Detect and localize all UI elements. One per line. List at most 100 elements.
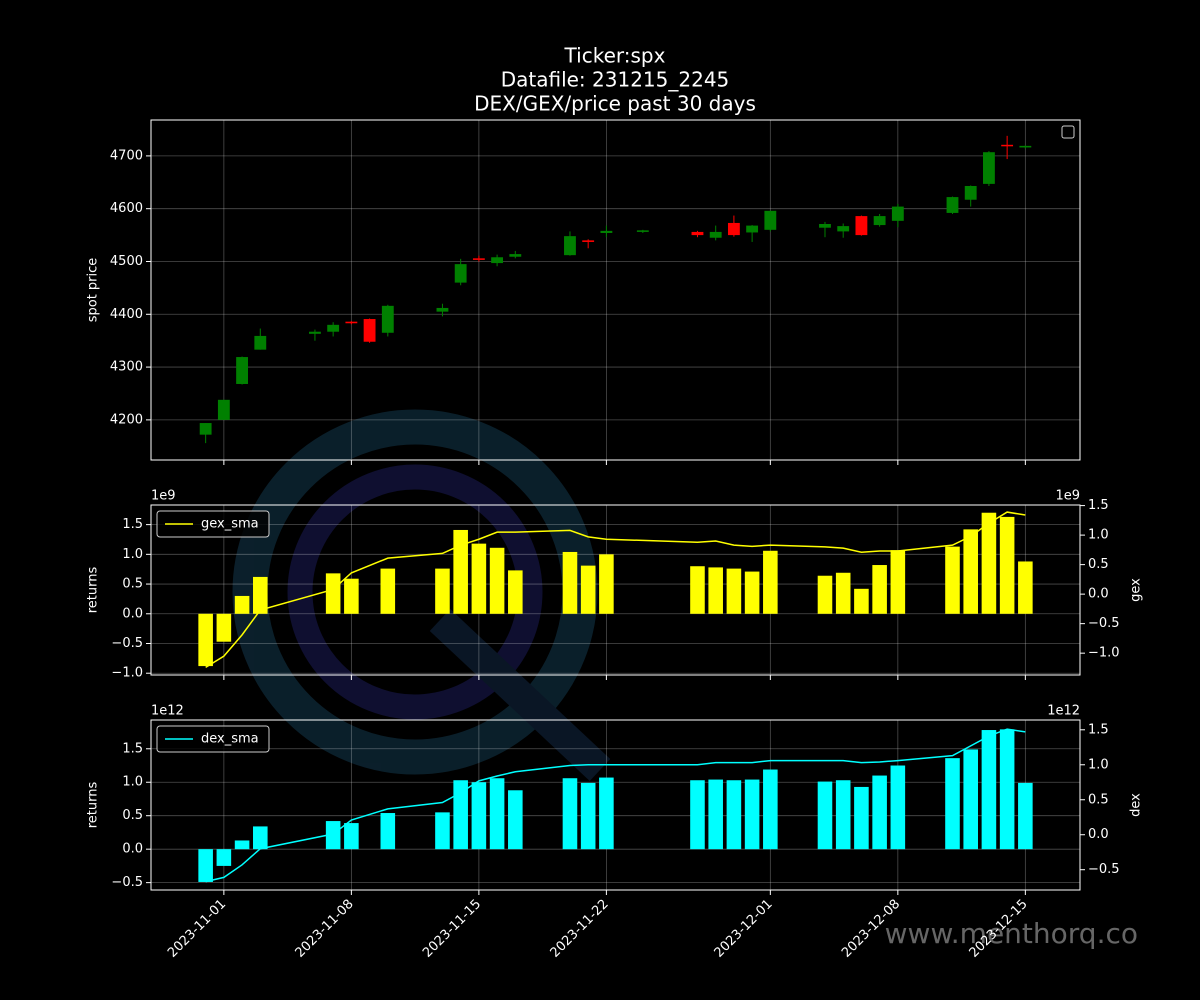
bar xyxy=(380,813,396,850)
y2-tick-label: 1.0 xyxy=(1088,528,1109,543)
candle-body xyxy=(254,335,267,350)
candle-body xyxy=(709,231,722,238)
bar xyxy=(690,780,705,850)
candle-body xyxy=(873,216,886,226)
bar xyxy=(981,512,997,614)
bar xyxy=(253,826,268,850)
y-axis-label: spot price xyxy=(86,258,101,323)
bar xyxy=(508,790,523,850)
bar xyxy=(817,575,833,614)
y-tick-label: −1.0 xyxy=(111,666,143,681)
candle-body xyxy=(345,321,358,324)
bar xyxy=(763,769,778,850)
bar xyxy=(198,613,213,667)
candle-body xyxy=(327,324,340,332)
y2-axis-label: gex xyxy=(1129,578,1144,602)
candle-body xyxy=(236,357,248,384)
y-tick-label: 0.0 xyxy=(122,606,143,621)
bar xyxy=(344,578,359,614)
y-tick-label: 4600 xyxy=(110,201,143,216)
plot-frame xyxy=(150,719,1081,891)
candle-body xyxy=(891,206,904,221)
watermark-text: www.menthorq.co xyxy=(885,917,1138,950)
y-tick-label: 1.0 xyxy=(122,775,143,790)
bar xyxy=(835,780,851,850)
bar xyxy=(580,565,596,614)
x-tick-label: 2023-12-01 xyxy=(712,897,776,961)
bar xyxy=(562,551,578,614)
bar xyxy=(945,758,960,850)
bar xyxy=(234,840,250,850)
bar xyxy=(744,571,760,614)
candle-body xyxy=(764,210,777,230)
y-tick-label: −0.5 xyxy=(111,875,143,890)
y2-tick-label: 0.0 xyxy=(1088,587,1109,602)
candle-body xyxy=(381,305,394,333)
candle-body xyxy=(600,230,613,233)
watermark-logo xyxy=(232,409,611,781)
y-tick-label: 4500 xyxy=(110,254,143,269)
bar xyxy=(435,568,450,614)
y-tick-label: 4300 xyxy=(110,360,143,375)
candle-body xyxy=(855,216,868,236)
legend-label: dex_sma xyxy=(201,732,259,747)
bar xyxy=(963,749,978,850)
candle-body xyxy=(983,152,995,184)
candle-body xyxy=(363,319,376,342)
candle-body xyxy=(727,222,740,236)
bar xyxy=(999,729,1015,850)
bar xyxy=(890,550,906,614)
x-tick-label: 2023-11-15 xyxy=(420,897,484,961)
bar xyxy=(599,554,614,614)
bar xyxy=(999,516,1015,614)
candle-body xyxy=(582,240,595,242)
bar xyxy=(1018,782,1033,850)
bar xyxy=(945,546,960,614)
bar xyxy=(890,765,906,850)
bar xyxy=(325,821,341,850)
bar xyxy=(744,779,760,850)
plot-frame xyxy=(150,119,1081,461)
bar xyxy=(963,529,978,614)
bar xyxy=(435,812,450,850)
x-tick-label: 2023-11-08 xyxy=(293,897,357,961)
bar xyxy=(872,565,887,614)
y-tick-label: 0.0 xyxy=(122,842,143,857)
bar xyxy=(325,573,341,614)
x-tick-label: 2023-11-22 xyxy=(548,897,612,961)
bar xyxy=(508,570,523,614)
y-tick-label: 4200 xyxy=(110,412,143,427)
bar xyxy=(854,786,869,850)
candle-body xyxy=(509,254,522,257)
y2-offset: 1e12 xyxy=(1047,704,1080,719)
candle-body xyxy=(436,307,449,312)
bar xyxy=(234,595,250,614)
legend-box xyxy=(1061,125,1075,139)
y2-tick-label: −0.5 xyxy=(1088,862,1120,877)
legend-box xyxy=(156,725,270,753)
candle-body xyxy=(636,230,649,232)
y-tick-label: 0.5 xyxy=(122,808,143,823)
sma-line xyxy=(205,511,1026,668)
chart-title: Datafile: 231215_2245 xyxy=(501,68,730,92)
candle-body xyxy=(946,197,959,213)
bar xyxy=(854,588,869,614)
candle-body xyxy=(819,224,831,228)
bar xyxy=(216,849,232,866)
y-tick-label: 1.0 xyxy=(122,547,143,562)
y-axis-label: returns xyxy=(86,782,101,829)
y-tick-label: 4400 xyxy=(110,307,143,322)
y2-axis-label: dex xyxy=(1129,793,1144,817)
bar xyxy=(708,567,723,614)
candle-body xyxy=(491,257,504,264)
bar xyxy=(708,779,723,850)
bar xyxy=(198,849,213,882)
y2-tick-label: 1.5 xyxy=(1088,722,1109,737)
bar xyxy=(726,780,742,850)
bar xyxy=(253,576,268,614)
y2-tick-label: 1.5 xyxy=(1088,498,1109,513)
y2-tick-label: −0.5 xyxy=(1088,616,1120,631)
bar xyxy=(453,780,468,850)
y2-tick-label: 0.0 xyxy=(1088,827,1109,842)
bar xyxy=(690,566,705,614)
